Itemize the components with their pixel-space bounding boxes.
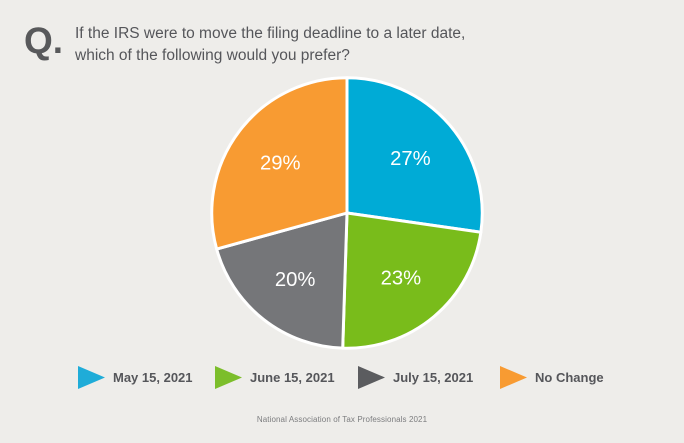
pie-chart: 27% 23% 20% 29% xyxy=(205,71,489,355)
legend-label: July 15, 2021 xyxy=(393,370,474,385)
pie-slice-may-15-2021 xyxy=(345,76,484,234)
source-attribution: National Association of Tax Professional… xyxy=(256,415,428,424)
legend-triangle-icon xyxy=(358,366,385,389)
pie-slice-value-label-may-15-2021: 27% xyxy=(390,148,431,170)
legend-triangle-icon xyxy=(78,366,105,389)
question-line-1: If the IRS were to move the filing deadl… xyxy=(75,25,466,42)
pie-slice-value-label-july-15-2021: 20% xyxy=(275,269,316,291)
pie-slice-value-label-june-15-2021: 23% xyxy=(381,267,422,289)
question-prefix: Q. xyxy=(24,20,64,61)
pie-slice-july-15-2021 xyxy=(215,211,349,350)
pie-slice-no-change xyxy=(210,76,349,251)
legend-triangle-icon xyxy=(215,366,242,389)
pie-slice-june-15-2021 xyxy=(341,211,483,350)
question-line-2: which of the following would you prefer? xyxy=(75,46,350,64)
legend-item-july-15-2021: July 15, 2021 xyxy=(358,366,473,389)
legend-item-june-15-2021: June 15, 2021 xyxy=(215,366,335,389)
pie-slice-value-label-no-change: 29% xyxy=(260,152,301,174)
legend-label: May 15, 2021 xyxy=(113,370,193,385)
legend-item-may-15-2021: May 15, 2021 xyxy=(78,366,193,389)
legend-item-no-change: No Change xyxy=(500,366,604,389)
question-text: If the IRS were to move the filing deadl… xyxy=(75,23,465,66)
legend-label: No Change xyxy=(535,370,604,385)
legend-label: June 15, 2021 xyxy=(250,370,335,385)
legend-triangle-icon xyxy=(500,366,527,389)
pie-chart-svg: 27% 23% 20% 29% xyxy=(210,76,484,350)
